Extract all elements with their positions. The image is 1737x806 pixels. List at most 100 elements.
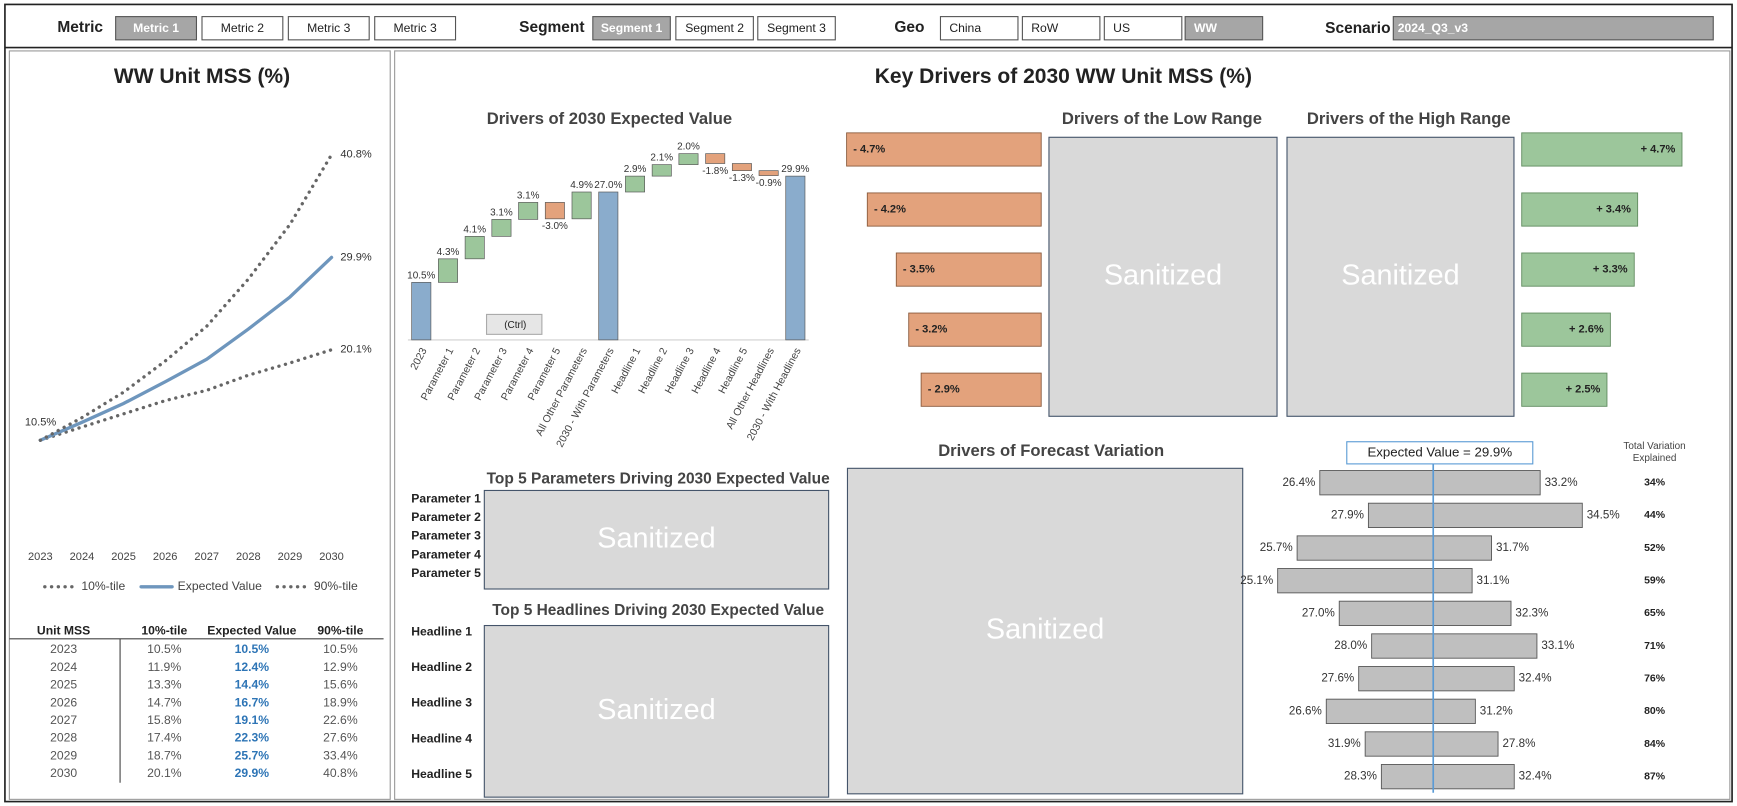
placeholder-box (1048, 136, 1278, 417)
waterfall-bar (491, 219, 512, 237)
waterfall-bar (625, 175, 645, 193)
tornado-bar (1277, 568, 1473, 594)
data-label: + 2.6% (1569, 324, 1604, 336)
data-label: 25.7% (1260, 541, 1293, 554)
placeholder-box (483, 489, 830, 590)
data-label: - 4.7% (853, 143, 885, 155)
table-cell: 13.3% (147, 678, 182, 692)
waterfall-bar (651, 164, 672, 177)
data-label: + 2.5% (1566, 384, 1601, 396)
filter-option: US (1113, 21, 1130, 35)
range-bar (1521, 252, 1635, 287)
explained-value: 65% (1644, 607, 1666, 619)
scenario-box[interactable] (1392, 16, 1714, 41)
data-label: 28.3% (1344, 770, 1377, 783)
legend-label: Expected Value (178, 579, 262, 593)
item-label: Headline 1 (411, 624, 472, 638)
placeholder-box (483, 624, 830, 798)
filter-button[interactable] (1184, 16, 1264, 41)
filter-label: Scenario (1325, 20, 1390, 37)
filter-button[interactable] (1103, 16, 1183, 41)
filter-button[interactable] (115, 16, 198, 41)
filter-label: Segment (519, 19, 584, 36)
table-cell: 14.7% (147, 695, 182, 709)
legend-label: 90%-tile (314, 579, 358, 593)
paste-button[interactable] (485, 313, 543, 335)
item-label: Parameter 2 (411, 510, 481, 524)
placeholder-text: Sanitized (1341, 259, 1459, 291)
filter-label: Metric (57, 19, 103, 36)
x-tick-label: 2029 (278, 551, 303, 563)
range-bar (1521, 132, 1683, 167)
tornado-bar (1325, 698, 1476, 724)
table-cell: 33.4% (323, 748, 358, 762)
section-title: Drivers of Forecast Variation (938, 441, 1164, 460)
filter-button[interactable] (939, 16, 1019, 41)
table-cell: 27.6% (323, 731, 358, 745)
filter-button[interactable] (1021, 16, 1101, 41)
filter-button[interactable] (675, 16, 754, 41)
section-title: Top 5 Headlines Driving 2030 Expected Va… (492, 602, 824, 619)
filter-button[interactable] (287, 16, 370, 41)
item-label: Parameter 1 (411, 492, 481, 506)
explained-value: 52% (1644, 542, 1666, 554)
placeholder-text: Sanitized (986, 614, 1104, 646)
line-series (38, 153, 334, 442)
data-label: 32.3% (1515, 606, 1548, 619)
filter-button[interactable] (757, 16, 836, 41)
data-label: 25.1% (1240, 574, 1273, 587)
explained-value: 34% (1644, 476, 1666, 488)
table-cell: 2029 (50, 748, 77, 762)
data-label: + 3.3% (1593, 264, 1628, 276)
chart-title: Drivers of 2030 Expected Value (487, 109, 732, 128)
waterfall-bar (678, 153, 699, 165)
data-label: 31.2% (1480, 704, 1513, 717)
data-label: 4.3% (437, 247, 460, 258)
data-label: 2.0% (677, 142, 700, 153)
filter-option: Segment 1 (601, 21, 663, 35)
data-label: 27.0% (594, 180, 622, 191)
data-label: 4.1% (463, 224, 486, 235)
filter-option: Segment 3 (767, 21, 826, 35)
data-label: + 4.7% (1641, 143, 1676, 155)
item-label: Parameter 4 (411, 547, 481, 561)
table-cell: 10.5% (147, 642, 182, 656)
table-header: 10%-tile (141, 623, 187, 637)
filter-button[interactable] (374, 16, 457, 41)
placeholder-text: Sanitized (1104, 259, 1222, 291)
filter-option: Metric 3 (307, 21, 350, 35)
data-label: 32.4% (1519, 672, 1552, 685)
placeholder-box (846, 467, 1244, 795)
range-bar (920, 372, 1042, 407)
data-label: 27.6% (1321, 672, 1354, 685)
table-cell: 10.5% (323, 642, 358, 656)
data-label: - 3.5% (903, 264, 935, 276)
table-header: 90%-tile (317, 623, 363, 637)
item-label: Parameter 5 (411, 566, 481, 580)
item-label: Headline 5 (411, 767, 472, 781)
explained-value: 84% (1644, 738, 1666, 750)
data-label: 4.9% (570, 180, 593, 191)
placeholder-box (1286, 136, 1515, 417)
data-label: -1.8% (702, 166, 728, 177)
data-label: 29.9% (340, 251, 372, 263)
range-bar (1521, 312, 1611, 347)
data-label: 29.9% (781, 164, 809, 175)
table-cell: 17.4% (147, 731, 182, 745)
left-panel (8, 50, 391, 800)
filter-option: Segment 2 (685, 21, 744, 35)
waterfall-bar (785, 175, 806, 341)
table-cell: 25.7% (235, 748, 270, 762)
filter-button[interactable] (592, 16, 671, 41)
range-bar (1521, 372, 1608, 407)
waterfall-bar (544, 202, 565, 220)
panel-title: Key Drivers of 2030 WW Unit MSS (%) (875, 65, 1252, 88)
table-cell: 10.5% (235, 642, 270, 656)
annotation: Expected Value = 29.9% (1367, 444, 1512, 459)
filter-button[interactable] (201, 16, 284, 41)
data-label: 27.8% (1502, 737, 1535, 750)
paste-button-label: (Ctrl) (504, 320, 526, 331)
column-title: Explained (1633, 453, 1677, 464)
item-label: Headline 4 (411, 731, 472, 745)
